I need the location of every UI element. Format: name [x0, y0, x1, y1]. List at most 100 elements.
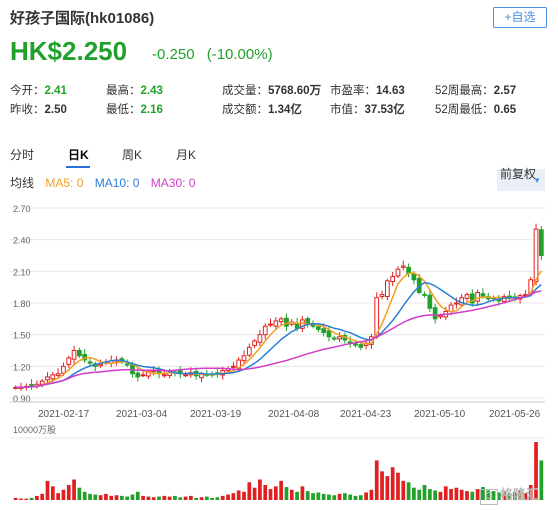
candle-body	[246, 346, 252, 356]
ma-legend: 均线 MA5: 0 MA10: 0 MA30: 0	[10, 174, 203, 191]
volume-bar	[364, 492, 368, 500]
candle-body	[337, 336, 342, 340]
volume-bar	[443, 486, 448, 500]
candle-body	[331, 337, 337, 340]
candle-body	[321, 328, 326, 334]
volume-bar	[321, 493, 326, 500]
volume-bar	[279, 480, 284, 500]
tab-1[interactable]: 日K	[68, 148, 89, 162]
y-tick-label: 2.40	[13, 236, 31, 246]
volume-bar	[173, 495, 177, 500]
ma-label: 均线	[10, 176, 35, 190]
candle-body	[268, 323, 273, 326]
candle-body	[427, 294, 433, 309]
volume-bar	[433, 490, 438, 500]
volume-bar	[125, 496, 130, 500]
watermark: G 格隆汇	[480, 484, 539, 505]
volume-bar	[305, 491, 310, 500]
candle-body	[161, 374, 167, 377]
stat-label: 昨收：	[10, 104, 45, 116]
volume-bar	[72, 479, 76, 500]
volume-bar	[454, 487, 459, 500]
volume-bar	[268, 489, 273, 500]
ma5-label: MA5: 0	[45, 176, 84, 190]
ma30-line	[15, 290, 542, 389]
volume-bar	[401, 480, 406, 500]
stat-item: 今开：2.41	[10, 82, 67, 98]
adjust-select[interactable]: 前复权 ▼	[497, 168, 545, 191]
volume-bar	[358, 495, 363, 500]
stat-value: 2.50	[44, 104, 67, 116]
volume-bar	[374, 460, 379, 500]
volume-bar	[104, 493, 108, 500]
stat-item: 最低：2.16	[106, 101, 163, 117]
volume-bar	[135, 491, 140, 500]
volume-bar	[77, 487, 82, 500]
candle-body	[98, 363, 103, 367]
ma10-label: MA10: 0	[94, 176, 140, 190]
x-tick-label: 2021-04-08	[268, 409, 320, 420]
candle-body	[66, 357, 72, 365]
volume-bar	[146, 496, 151, 500]
stat-item: 成交量：5768.60万	[222, 82, 321, 98]
candle-body	[252, 340, 257, 346]
candle-body	[50, 374, 56, 380]
stat-label: 最高：	[106, 85, 141, 97]
volume-bar	[199, 497, 204, 500]
volume-bar	[236, 490, 241, 500]
stat-item: 市盈率：14.63	[330, 82, 405, 98]
volume-bar	[61, 489, 66, 500]
tab-2[interactable]: 周K	[122, 148, 143, 162]
candle-body	[326, 330, 332, 338]
volume-bar	[491, 491, 496, 500]
volume-label: 10000万股	[13, 425, 56, 435]
volume-bar	[50, 486, 55, 500]
x-tick-label: 2021-04-23	[340, 409, 392, 420]
add-watchlist-button[interactable]: +自选	[493, 7, 547, 28]
volume-bar	[396, 472, 400, 500]
volume-bar	[204, 496, 209, 500]
volume-bar	[343, 493, 347, 500]
volume-bar	[151, 497, 156, 500]
volume-bar	[29, 497, 34, 500]
volume-bar	[539, 460, 544, 500]
tab-3[interactable]: 月K	[176, 148, 197, 162]
volume-bar	[470, 491, 475, 500]
stat-label: 52周最低：	[435, 104, 494, 116]
volume-bar	[300, 486, 305, 500]
volume-bar	[422, 484, 427, 500]
candle-body	[241, 355, 247, 362]
active-tab-indicator	[66, 166, 90, 168]
volume-bar	[385, 476, 390, 500]
volume-bar	[19, 498, 23, 500]
stat-label: 最低：	[106, 104, 141, 116]
volume-bar	[231, 493, 236, 500]
candle-body	[448, 304, 454, 312]
change-percent: (-10.00%)	[206, 46, 273, 63]
volume-bar	[311, 493, 315, 500]
stat-item: 昨收：2.50	[10, 101, 67, 117]
volume-bar	[66, 484, 71, 500]
volume-bar	[88, 493, 92, 500]
candle-body	[310, 324, 316, 327]
volume-bar	[502, 491, 507, 500]
x-tick-label: 2021-02-17	[38, 409, 90, 420]
tab-0[interactable]: 分时	[10, 148, 35, 162]
volume-bar	[289, 489, 294, 500]
volume-bar	[465, 491, 469, 500]
volume-bar	[475, 489, 480, 500]
candle-body	[29, 383, 34, 386]
candle-body	[538, 229, 544, 257]
volume-bar	[353, 495, 358, 500]
change-value: -0.250	[152, 46, 195, 63]
volume-bar	[178, 497, 183, 500]
stat-value: 2.43	[140, 85, 163, 97]
stat-value: 5768.60万	[268, 85, 322, 97]
x-tick-label: 2021-03-04	[116, 409, 168, 420]
ma10-line	[15, 281, 542, 389]
volume-bar	[497, 492, 501, 500]
volume-bar	[459, 489, 464, 500]
candle-body	[358, 344, 364, 348]
stat-label: 成交额：	[222, 104, 268, 116]
